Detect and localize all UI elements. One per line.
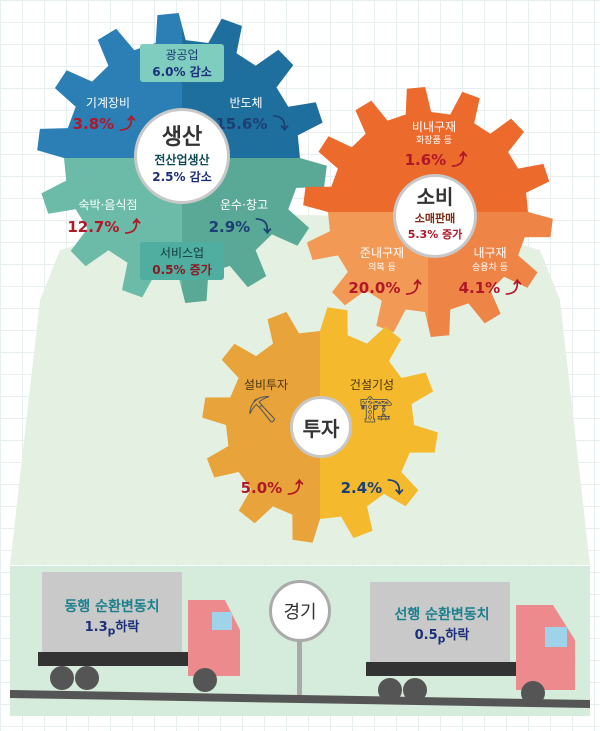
lodging-value: 12.7% ⤴ [67, 217, 141, 236]
leading-unit: p [437, 632, 446, 646]
arrow-up-icon: ⤴ [287, 478, 304, 497]
semiconductor-label: 반도체 [229, 96, 263, 110]
transport-label: 운수·창고 [220, 198, 268, 212]
production-title: 생산 [161, 125, 203, 150]
leading-change: 하락 [445, 628, 470, 643]
transport-value: 2.9% ⤵ [208, 217, 272, 236]
crane-icon: 🏗 [359, 395, 393, 425]
production-overall-value: 2.5% 감소 [152, 170, 212, 184]
investment-center: 투자 [290, 396, 352, 458]
mining-value: 6.0% 감소 [152, 65, 212, 79]
machinery-value: 3.8% ⤴ [72, 114, 136, 133]
oil-pump-icon: ⛏ [245, 395, 279, 425]
semidurable-label: 준내구재 [359, 246, 405, 260]
truck-left [38, 572, 240, 692]
coincident-label: 동행 순환변동치 [64, 599, 160, 615]
machinery-label: 기계장비 [85, 96, 131, 110]
durable-label: 내구재 [473, 246, 507, 260]
economy-sign: 경기 [269, 580, 331, 642]
consumption-title: 소비 [416, 185, 454, 209]
arrow-down-icon: ⤵ [272, 114, 289, 133]
coincident-change: 하락 [115, 620, 140, 635]
consumption-overall-value: 5.3% 증가 [407, 228, 463, 241]
leading-label: 선행 순환변동치 [394, 607, 490, 623]
leading-value: 0.5 [414, 628, 438, 643]
nondurable-value: 1.6% ⤴ [404, 150, 468, 169]
mining-box: 광공업 6.0% 감소 [140, 44, 224, 82]
road [10, 690, 590, 708]
leading-index: 선행 순환변동치 0.5p하락 [394, 604, 489, 646]
economy-sign-label: 경기 [283, 602, 317, 623]
sign-pole [297, 640, 302, 695]
investment-title: 투자 [302, 417, 340, 441]
semidurable-value: 20.0% ⤴ [348, 278, 422, 297]
durable-value: 4.1% ⤴ [458, 278, 522, 297]
services-label: 서비스업 [159, 246, 205, 260]
nondurable-sub: 화장품 등 [416, 136, 452, 146]
arrow-down-icon: ⤵ [387, 478, 404, 497]
equipment-label: 설비투자 [243, 378, 289, 392]
semiconductor-value: 15.6% ⤵ [215, 114, 289, 133]
consumption-center: 소비 소매판매 5.3% 증가 [393, 174, 477, 258]
coincident-unit: p [107, 624, 116, 638]
arrow-up-icon: ⤴ [405, 278, 422, 297]
coincident-value: 1.3 [84, 620, 108, 635]
semidurable-sub: 의복 등 [368, 263, 396, 273]
consumption-overall-label: 소매판매 [414, 212, 456, 225]
durable-sub: 승용차 등 [472, 263, 508, 273]
nondurable-label: 비내구재 [411, 120, 457, 134]
construction-value: 2.4% ⤵ [340, 478, 404, 497]
arrow-up-icon: ⤴ [119, 114, 136, 133]
arrow-up-icon: ⤴ [124, 217, 141, 236]
production-center: 생산 전산업생산 2.5% 감소 [134, 108, 230, 204]
equipment-value: 5.0% ⤴ [240, 478, 304, 497]
arrow-up-icon: ⤴ [505, 278, 522, 297]
services-box: 서비스업 0.5% 증가 [140, 242, 224, 280]
arrow-down-icon: ⤵ [255, 217, 272, 236]
construction-label: 건설기성 [349, 378, 395, 392]
services-value: 0.5% 증가 [152, 263, 212, 277]
mining-label: 광공업 [165, 48, 199, 62]
coincident-index: 동행 순환변동치 1.3p하락 [64, 596, 159, 638]
production-overall-label: 전산업생산 [154, 153, 210, 167]
lodging-label: 숙박·음식점 [78, 198, 138, 212]
arrow-up-icon: ⤴ [451, 150, 468, 169]
truck-right [366, 582, 575, 705]
